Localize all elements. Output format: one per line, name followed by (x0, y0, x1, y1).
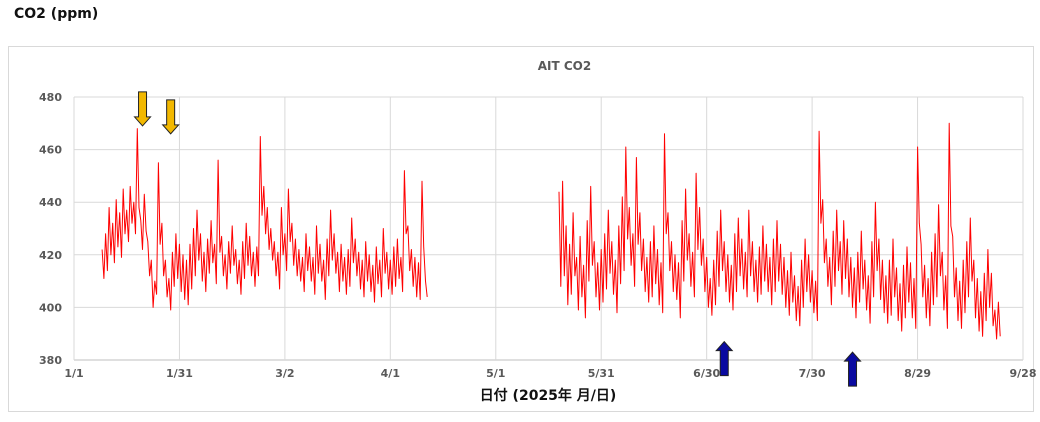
y-unit-label: CO2 (ppm) (14, 6, 99, 22)
x-tick-label: 6/30 (693, 367, 720, 380)
x-tick-label: 5/1 (486, 367, 505, 380)
highlight-arrow-up (843, 351, 862, 387)
y-tick-label: 420 (39, 249, 62, 262)
x-tick-label: 9/28 (1010, 367, 1037, 380)
x-tick-label: 8/29 (904, 367, 931, 380)
co2-series-line (558, 122, 1001, 340)
y-tick-label: 460 (39, 144, 62, 157)
y-tick-label: 380 (39, 354, 62, 367)
annotation-layer (133, 91, 862, 387)
highlight-arrow-down (133, 91, 152, 127)
x-tick-label: 3/2 (275, 367, 294, 380)
x-tick-label: 4/1 (381, 367, 400, 380)
y-tick-label: 400 (39, 301, 62, 314)
tick-labels: 380 400 420 440 460 480 1/1 1/31 3/2 4/1 5/1 5/31 6/… (39, 91, 1036, 380)
x-tick-label: 1/31 (166, 367, 193, 380)
x-tick-label: 7/30 (799, 367, 826, 380)
co2-series-line (101, 128, 428, 311)
chart-title: AIT CO2 (538, 59, 591, 73)
y-tick-label: 440 (39, 196, 62, 209)
x-tick-label: 1/1 (64, 367, 83, 380)
highlight-arrow-up (715, 340, 734, 377)
series-layer (101, 122, 1001, 340)
highlight-arrow-down (161, 99, 180, 135)
x-axis-title: 日付 (2025年 月/日) (480, 387, 617, 404)
grid (73, 96, 1024, 361)
x-tick-label: 5/31 (588, 367, 615, 380)
y-tick-label: 480 (39, 91, 62, 104)
